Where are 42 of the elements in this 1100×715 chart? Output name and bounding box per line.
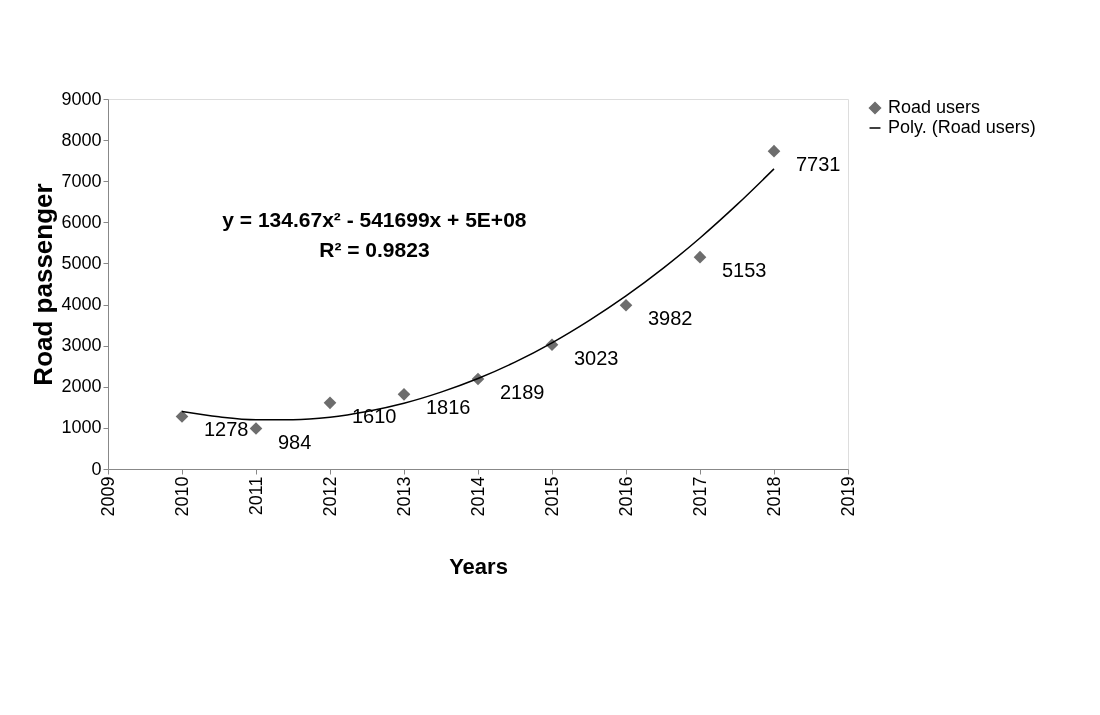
data-label: 1610	[352, 404, 397, 427]
data-label: 1278	[204, 418, 249, 441]
y-tick-label: 6000	[61, 211, 102, 232]
x-tick-label: 2017	[689, 476, 710, 517]
x-tick-label: 2016	[615, 476, 636, 517]
annotation: R² = 0.9823	[319, 238, 430, 262]
y-tick-label: 5000	[61, 252, 102, 273]
point	[397, 388, 411, 401]
x-tick-label: 2010	[171, 476, 192, 517]
x-tick-label: 2015	[541, 476, 562, 517]
legend-label: Poly. (Road users)	[888, 117, 1036, 137]
point	[767, 144, 781, 158]
annotation: y = 134.67x² - 541699x + 5E+08	[222, 208, 527, 232]
data-label: 3982	[648, 307, 693, 330]
data-label: 3023	[574, 346, 619, 369]
y-tick-label: 8000	[61, 129, 102, 150]
y-tick-label: 7000	[61, 170, 102, 191]
y-tick-label: 0	[91, 458, 102, 479]
point	[619, 298, 633, 312]
x-tick-label: 2012	[319, 476, 340, 517]
data-label: 7731	[796, 153, 841, 176]
x-tick-label: 2018	[763, 476, 784, 517]
point	[693, 250, 707, 264]
data-label: 5153	[722, 259, 767, 282]
y-tick-label: 2000	[61, 376, 102, 397]
x-tick-label: 2019	[837, 476, 858, 517]
data-label: 2189	[500, 381, 545, 404]
y-tick-label: 9000	[61, 88, 102, 109]
x-axis-title: Years	[449, 553, 508, 579]
y-tick-label: 4000	[61, 294, 102, 315]
point	[323, 396, 337, 410]
x-tick-label: 2011	[245, 476, 266, 516]
y-tick-label: 1000	[61, 417, 102, 438]
x-tick-label: 2009	[97, 476, 118, 517]
y-tick-label: 3000	[61, 335, 102, 356]
data-label: 1816	[426, 396, 471, 419]
legend-label: Road users	[888, 97, 981, 117]
y-axis-title: Road passenger	[28, 183, 59, 386]
point	[249, 422, 263, 435]
x-tick-label: 2014	[467, 476, 488, 517]
data-label: 984	[278, 430, 312, 453]
x-tick-label: 2013	[393, 476, 414, 517]
